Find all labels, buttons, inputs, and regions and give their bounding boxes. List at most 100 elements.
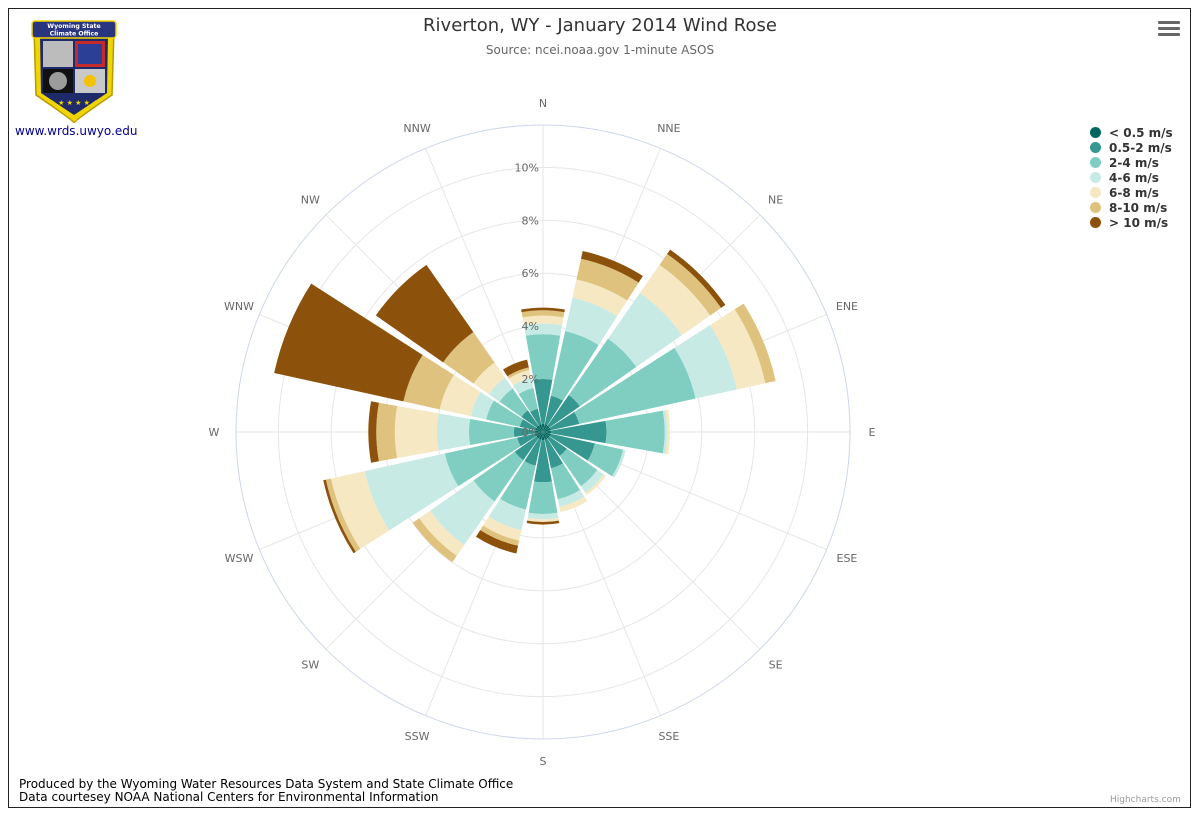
wind-bar-sse[interactable] [557,489,585,507]
wind-bar-w[interactable] [394,405,439,459]
wind-bar-nnw[interactable] [518,388,538,412]
wind-bar-e[interactable] [605,410,665,454]
highcharts-credits[interactable]: Highcharts.com [1110,795,1181,805]
legend-item[interactable]: < 0.5 m/s [1090,125,1173,140]
wind-bar-ene[interactable] [674,324,737,399]
wind-bar-ese[interactable] [587,443,624,477]
wind-bar-nw[interactable] [536,425,543,432]
wind-bar-ne[interactable] [547,395,580,428]
wind-bar-nnw[interactable] [503,359,529,377]
wind-bar-wnw[interactable] [470,392,494,420]
wind-bar-w[interactable] [468,418,515,446]
wind-bar-e[interactable] [662,410,668,454]
wind-bar-nne[interactable] [581,251,643,283]
legend-item[interactable]: 8-10 m/s [1090,200,1173,215]
wind-bar-ne[interactable] [608,293,682,367]
legend-item[interactable]: > 10 m/s [1090,215,1173,230]
wind-bar-nne[interactable] [543,424,548,432]
wind-bar-ssw[interactable] [475,530,519,554]
wind-bar-wnw[interactable] [535,427,543,432]
wind-bar-wsw[interactable] [364,453,459,531]
wind-bar-e[interactable] [550,420,607,444]
wind-bar-ssw[interactable] [500,460,536,510]
wind-bar-s[interactable] [541,432,545,440]
legend-item[interactable]: 0.5-2 m/s [1090,140,1173,155]
legend-item[interactable]: 2-4 m/s [1090,155,1173,170]
wind-bar-nw[interactable] [499,388,528,417]
logo-link[interactable]: www.wrds.uwyo.edu [15,124,138,138]
wind-bar-wnw[interactable] [439,374,481,417]
wind-bar-n[interactable] [521,307,565,313]
wind-bar-se[interactable] [585,474,606,495]
wind-bar-wnw[interactable] [403,354,454,410]
wind-bar-ssw[interactable] [483,516,522,541]
wind-bar-nnw[interactable] [513,377,534,395]
wind-bar-n[interactable] [521,310,565,318]
wind-bar-sse[interactable] [543,432,548,440]
wind-bar-se[interactable] [559,448,598,487]
wind-bar-nw[interactable] [521,410,539,428]
wind-bar-ene[interactable] [549,412,580,431]
wind-bar-se[interactable] [547,436,567,456]
wind-bar-n[interactable] [522,315,564,326]
wind-bar-ese[interactable] [549,433,595,461]
wind-bar-e[interactable] [665,409,671,455]
wind-bar-wnw[interactable] [274,283,423,402]
wind-bar-ssw[interactable] [524,438,542,466]
wind-bar-s[interactable] [527,517,559,522]
wind-bar-ne[interactable] [667,249,726,308]
wind-bar-ne[interactable] [543,425,550,432]
wind-bar-sw[interactable] [430,480,495,545]
wind-bar-ese[interactable] [543,432,551,437]
wind-bar-s[interactable] [534,439,552,483]
legend-item[interactable]: 4-6 m/s [1090,170,1173,185]
wind-bar-ene[interactable] [543,427,551,432]
wind-bar-wnw[interactable] [486,400,523,427]
wind-bar-sw[interactable] [473,451,524,502]
wind-bar-sse[interactable] [550,463,581,500]
wind-bar-wsw[interactable] [517,433,537,447]
wind-bar-nne[interactable] [572,279,628,317]
wind-bar-nw[interactable] [473,362,506,395]
wind-bar-s[interactable] [526,520,560,525]
wind-bar-s[interactable] [527,512,559,520]
wind-bar-ene[interactable] [710,309,766,390]
wind-bar-sw[interactable] [419,510,465,556]
wind-bar-nnw[interactable] [507,367,530,379]
wind-bar-sse[interactable] [544,438,563,469]
wind-bar-nne[interactable] [544,395,563,426]
wind-bar-nne[interactable] [550,331,599,401]
wind-bar-wnw[interactable] [519,419,537,431]
wind-bar-w[interactable] [535,430,543,434]
wind-bar-wsw[interactable] [323,479,356,554]
wind-bar-sw[interactable] [514,436,539,461]
wind-bar-w[interactable] [376,402,398,462]
wind-bar-nw[interactable] [375,264,474,363]
wind-bar-n[interactable] [541,424,545,432]
legend-item[interactable]: 6-8 m/s [1090,185,1173,200]
wind-bar-sse[interactable] [559,496,588,513]
wind-bar-ssw[interactable] [488,498,526,531]
wind-bar-sw[interactable] [412,518,457,563]
wind-bar-sw[interactable] [536,432,543,439]
wind-bar-se[interactable] [580,469,604,493]
wind-bar-wsw[interactable] [444,437,521,487]
hamburger-menu-icon[interactable] [1158,21,1180,39]
wind-bar-ssw[interactable] [538,432,543,440]
wind-bar-nne[interactable] [565,297,618,346]
wind-bar-w[interactable] [513,426,536,438]
wind-bar-n[interactable] [533,379,553,425]
wind-bar-w[interactable] [368,401,379,463]
wind-bar-ne[interactable] [639,264,711,336]
wind-bar-ene[interactable] [574,347,696,425]
wind-bar-nnw[interactable] [530,408,542,426]
wind-bar-w[interactable] [437,413,471,451]
wind-bar-nnw[interactable] [538,424,543,432]
wind-bar-nne[interactable] [576,258,639,301]
wind-bar-nw[interactable] [443,332,495,384]
wind-bar-ese[interactable] [612,449,626,478]
wind-bar-n[interactable] [523,323,563,336]
wind-bar-wsw[interactable] [325,478,361,552]
wind-bar-nnw[interactable] [508,369,532,386]
wind-bar-ne[interactable] [568,338,637,407]
